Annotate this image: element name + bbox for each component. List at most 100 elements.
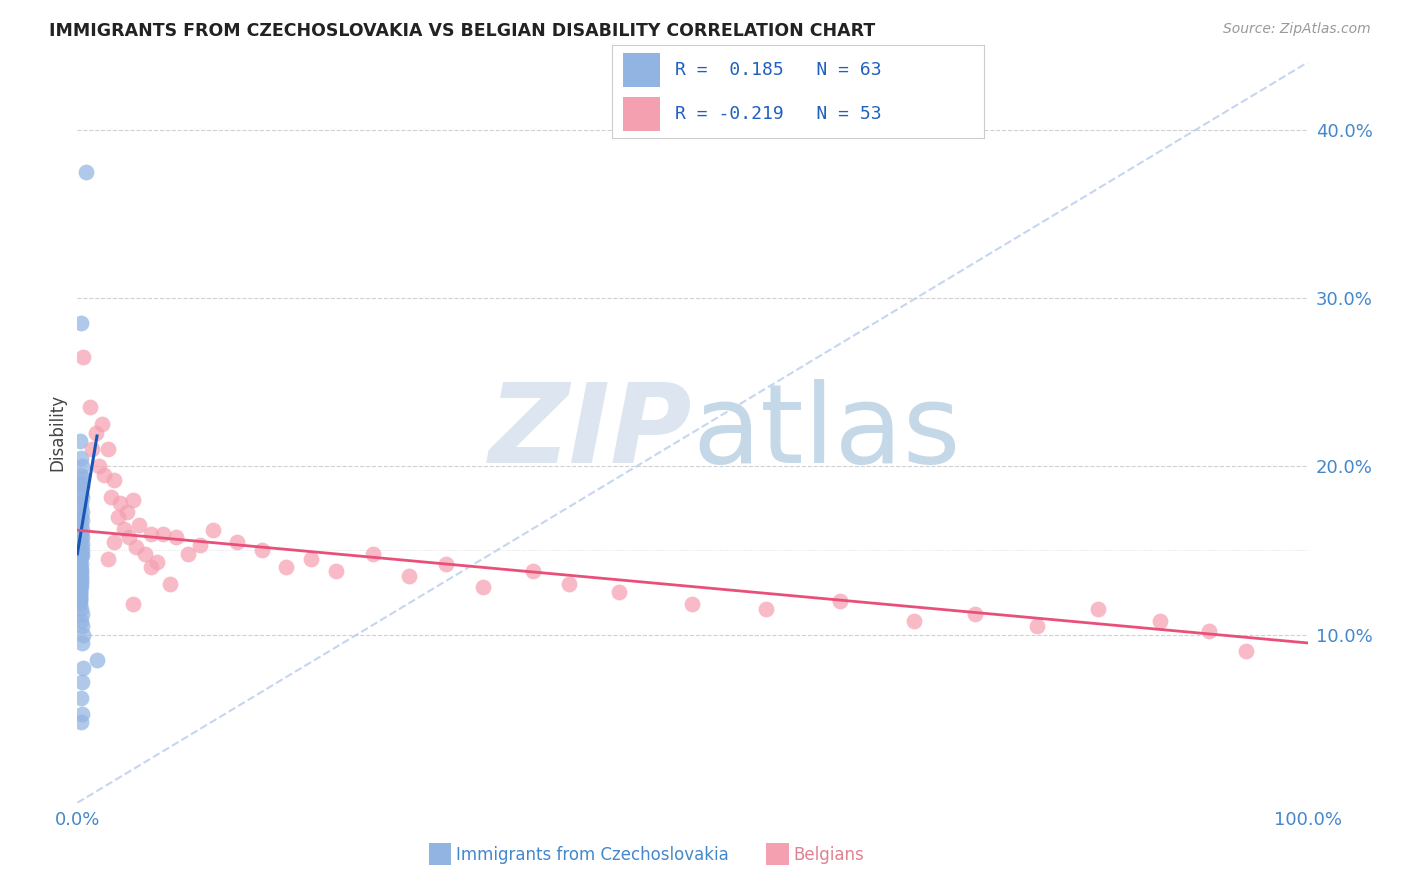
Point <box>1026 619 1049 633</box>
Point <box>70 706 93 721</box>
Point <box>70 602 93 616</box>
Point <box>70 714 93 729</box>
Point <box>97 442 120 457</box>
Point <box>70 540 93 554</box>
Point <box>522 564 544 578</box>
Point <box>70 562 93 576</box>
Point <box>276 560 298 574</box>
Point <box>70 316 93 330</box>
Point <box>89 459 111 474</box>
Point <box>69 566 91 581</box>
Point <box>361 547 384 561</box>
Point <box>70 471 93 485</box>
Point <box>125 540 148 554</box>
Point <box>436 557 458 571</box>
Point <box>965 607 987 622</box>
Point <box>69 570 91 584</box>
Point <box>97 551 120 566</box>
Point <box>70 479 93 493</box>
Point <box>70 575 93 590</box>
Point <box>398 568 420 582</box>
Point <box>70 691 93 706</box>
Text: ZIP: ZIP <box>489 379 693 486</box>
Point <box>1087 602 1109 616</box>
Point <box>121 492 143 507</box>
Point <box>70 526 93 541</box>
Text: Source: ZipAtlas.com: Source: ZipAtlas.com <box>1223 22 1371 37</box>
Text: IMMIGRANTS FROM CZECHOSLOVAKIA VS BELGIAN DISABILITY CORRELATION CHART: IMMIGRANTS FROM CZECHOSLOVAKIA VS BELGIA… <box>49 22 876 40</box>
Point <box>70 557 93 571</box>
Point <box>69 594 91 608</box>
Point <box>100 490 122 504</box>
Point <box>70 543 93 558</box>
Point <box>121 597 143 611</box>
Point <box>128 518 150 533</box>
Point <box>146 555 169 569</box>
Point <box>70 467 93 482</box>
Text: Belgians: Belgians <box>793 846 863 863</box>
Point <box>70 500 93 514</box>
Point <box>69 583 91 598</box>
Point <box>165 530 187 544</box>
Point <box>903 614 925 628</box>
Point <box>69 577 91 591</box>
Point <box>70 547 93 561</box>
Point <box>82 442 104 457</box>
Point <box>325 564 347 578</box>
Point <box>75 165 97 179</box>
Point <box>70 537 93 551</box>
Point <box>70 568 93 582</box>
Point <box>110 496 132 510</box>
Point <box>70 490 93 504</box>
Text: Immigrants from Czechoslovakia: Immigrants from Czechoslovakia <box>456 846 728 863</box>
Point <box>607 585 630 599</box>
Point <box>93 467 115 482</box>
Point <box>107 509 129 524</box>
Point <box>177 547 200 561</box>
Point <box>70 484 93 499</box>
Point <box>72 661 94 675</box>
Point <box>69 591 91 605</box>
Point <box>69 589 91 603</box>
Point <box>70 607 93 622</box>
Point <box>141 526 163 541</box>
Point <box>69 564 91 578</box>
Point <box>70 579 93 593</box>
Bar <box>623 53 659 87</box>
Point <box>69 434 91 448</box>
Point <box>70 549 93 563</box>
Point <box>69 592 91 607</box>
Bar <box>623 97 659 131</box>
Point <box>159 577 181 591</box>
Point <box>72 627 94 641</box>
Point <box>70 674 93 689</box>
Point <box>201 523 224 537</box>
Point <box>70 518 93 533</box>
Point <box>69 582 91 596</box>
Point <box>70 494 93 508</box>
Point <box>70 450 93 465</box>
Point <box>69 553 91 567</box>
Point <box>69 597 91 611</box>
Point <box>69 585 91 599</box>
Point <box>226 535 249 549</box>
Point <box>103 535 125 549</box>
Point <box>755 602 778 616</box>
Point <box>70 614 93 628</box>
Point <box>70 530 93 544</box>
Point <box>830 594 852 608</box>
Point <box>70 550 93 565</box>
Point <box>152 526 174 541</box>
Y-axis label: Disability: Disability <box>48 394 66 471</box>
Point <box>70 572 93 586</box>
Point <box>70 566 93 580</box>
Text: R =  0.185   N = 63: R = 0.185 N = 63 <box>675 61 882 78</box>
Point <box>70 509 93 524</box>
Point <box>1149 614 1171 628</box>
Point <box>70 513 93 527</box>
Point <box>70 619 93 633</box>
Point <box>141 560 163 574</box>
Text: R = -0.219   N = 53: R = -0.219 N = 53 <box>675 105 882 123</box>
Point <box>70 476 93 491</box>
Point <box>299 551 322 566</box>
